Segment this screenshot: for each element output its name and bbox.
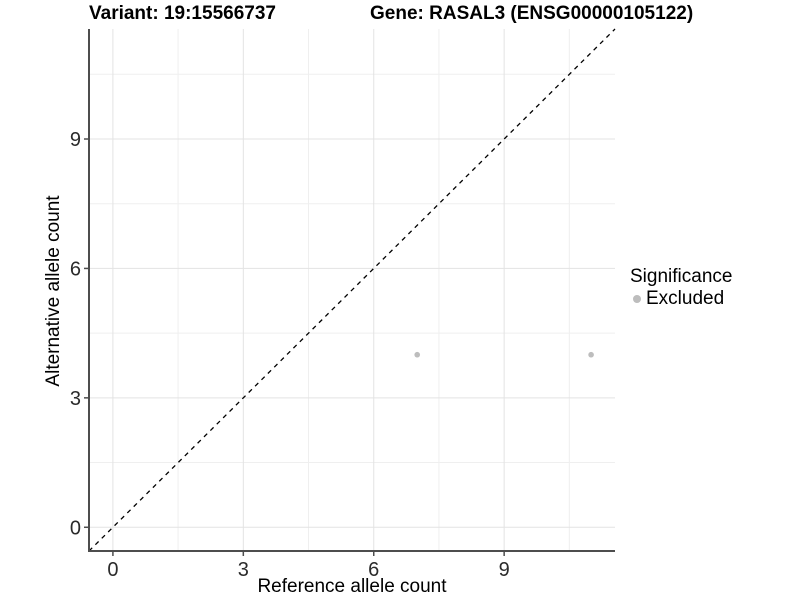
legend-point-icon	[633, 295, 641, 303]
legend-title: Significance	[630, 266, 733, 287]
y-tick-label: 6	[70, 258, 81, 280]
y-axis-title: Alternative allele count	[43, 195, 64, 387]
x-axis-title: Reference allele count	[257, 576, 447, 597]
plot-generated-layer: 0 3 6 9 0 3 6 9	[70, 28, 616, 581]
x-tick-label: 0	[107, 559, 118, 581]
gene-title: Gene: RASAL3 (ENSG00000105122)	[370, 3, 693, 24]
legend-item-excluded: Excluded	[630, 288, 732, 310]
y-tick-label: 0	[70, 517, 81, 539]
x-tick-label: 6	[368, 559, 379, 581]
identity-line	[88, 28, 616, 552]
variant-title: Variant: 19:15566737	[89, 3, 276, 24]
legend-item-label: Excluded	[646, 288, 725, 309]
legend: Significance Excluded	[630, 266, 732, 310]
data-point	[588, 351, 594, 358]
data-point	[414, 351, 421, 358]
x-tick-label: 3	[238, 559, 249, 581]
y-tick-label: 9	[70, 129, 81, 151]
x-tick-label: 9	[499, 559, 510, 581]
y-tick-label: 3	[70, 388, 81, 410]
